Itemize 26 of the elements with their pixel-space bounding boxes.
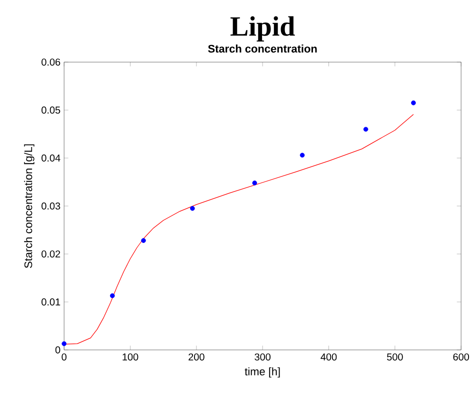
y-axis-title: Starch concentration [g/L] xyxy=(24,144,34,268)
x-axis-title: time [h] xyxy=(244,367,280,378)
x-tick-label: 400 xyxy=(320,353,337,361)
point xyxy=(141,238,146,243)
point xyxy=(190,206,195,211)
x-tick-label: 200 xyxy=(188,353,204,361)
point xyxy=(110,293,115,298)
x-tick-label: 500 xyxy=(387,353,403,361)
x-tick-label: 100 xyxy=(122,353,138,361)
point xyxy=(62,341,66,346)
y-tick-label: 0.01 xyxy=(42,298,60,306)
x-tick-label: 0 xyxy=(62,353,66,361)
point xyxy=(300,152,305,158)
x-tick-label: 600 xyxy=(453,353,470,361)
x-tick-label: 300 xyxy=(254,353,271,361)
y-tick-label: 0 xyxy=(55,346,60,354)
point xyxy=(252,180,258,186)
y-tick-label: 0.03 xyxy=(42,202,60,210)
y-tick-label: 0.05 xyxy=(42,106,60,114)
y-tick-label: 0.06 xyxy=(42,58,60,66)
y-tick-label: 0.02 xyxy=(42,250,60,258)
chart-title: Lipid xyxy=(230,16,295,42)
point xyxy=(363,126,368,132)
chart-subtitle: Starch concentration xyxy=(208,44,317,53)
y-tick-label: 0.04 xyxy=(42,154,60,162)
point xyxy=(411,100,416,106)
